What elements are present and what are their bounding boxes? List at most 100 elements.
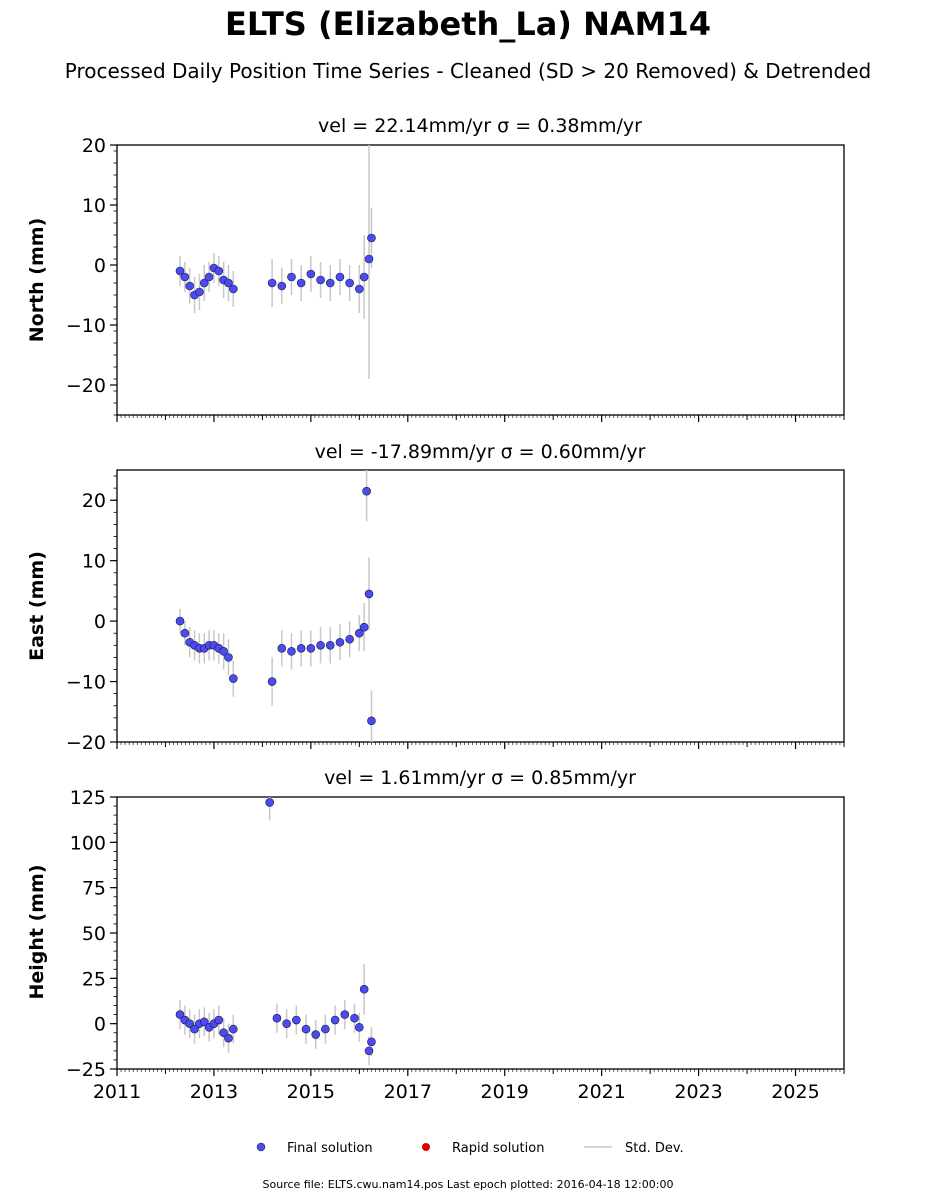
east-data-point	[229, 674, 238, 683]
legend-final-label: Final solution	[287, 1141, 373, 1156]
height-data-point	[350, 1013, 359, 1023]
east-y-tick-label: −20	[66, 732, 106, 754]
height-panel-title: vel = 1.61mm/yr σ = 0.85mm/yr	[324, 767, 636, 789]
figure-subtitle: Processed Daily Position Time Series - C…	[65, 59, 871, 83]
east-data-point	[287, 647, 296, 656]
height-y-tick-label: −25	[66, 1059, 106, 1081]
height-x-tick-label: 2013	[190, 1081, 238, 1103]
north-data-point	[355, 284, 364, 294]
north-data-point	[325, 278, 335, 288]
north-y-tick-label: −20	[66, 375, 106, 397]
east-data-point	[325, 640, 335, 650]
height-data-point	[292, 1015, 301, 1025]
height-data-point	[199, 1017, 209, 1027]
east-y-tick-label: 0	[94, 611, 106, 633]
height-data-point	[364, 1046, 374, 1056]
legend-final-marker	[256, 1142, 266, 1152]
north-data-point	[287, 272, 296, 282]
height-x-tick-label: 2017	[384, 1081, 432, 1103]
height-data-point	[321, 1024, 330, 1034]
north-data-point	[214, 266, 224, 276]
north-panel-title: vel = 22.14mm/yr σ = 0.38mm/yr	[318, 115, 642, 137]
east-data-point	[345, 634, 354, 644]
east-data-point	[306, 644, 316, 653]
height-x-tick-label: 2011	[93, 1081, 141, 1103]
east-data-point	[364, 589, 374, 599]
east-y-axis-label: East (mm)	[26, 551, 48, 661]
north-y-tick-label: 0	[94, 255, 106, 277]
north-data-point	[267, 278, 277, 288]
source-footer: Source file: ELTS.cwu.nam14.pos Last epo…	[263, 1178, 674, 1191]
height-data-point	[330, 1015, 340, 1025]
north-data-point	[364, 254, 374, 264]
north-data-point	[296, 278, 306, 288]
height-y-tick-label: 125	[70, 787, 106, 809]
height-x-tick-label: 2023	[674, 1081, 722, 1103]
north-y-tick-label: −10	[66, 315, 106, 337]
height-data-point	[219, 1028, 228, 1038]
east-data-point	[267, 677, 277, 686]
east-plot-frame	[116, 469, 845, 743]
north-data-point	[229, 284, 238, 294]
east-data-point	[180, 628, 190, 638]
height-data-point	[185, 1019, 194, 1028]
north-data-point	[335, 272, 345, 282]
north-y-tick-label: 10	[82, 195, 106, 217]
height-data-point	[282, 1019, 291, 1028]
height-y-tick-label: 75	[82, 878, 106, 900]
height-x-tick-label: 2015	[287, 1081, 335, 1103]
north-data-point	[306, 269, 316, 279]
east-y-tick-label: 20	[82, 490, 106, 512]
north-data-point	[316, 275, 325, 285]
north-data-point	[359, 272, 369, 282]
north-data-point	[195, 287, 204, 297]
north-y-tick-label: 20	[82, 135, 106, 157]
north-data-point	[224, 278, 233, 288]
east-y-tick-label: 10	[82, 551, 106, 573]
height-data-point	[214, 1015, 224, 1025]
height-x-tick-label: 2019	[481, 1081, 529, 1103]
north-data-point	[277, 281, 287, 291]
height-y-tick-label: 0	[94, 1014, 106, 1036]
north-y-axis-label: North (mm)	[26, 218, 48, 343]
height-data-point	[301, 1024, 311, 1034]
height-y-tick-label: 100	[70, 832, 106, 854]
height-plot-frame	[116, 796, 845, 1070]
height-data-point	[359, 984, 369, 994]
height-data-point	[340, 1010, 350, 1019]
legend-rapid-marker	[422, 1143, 430, 1151]
height-data-point	[229, 1024, 238, 1034]
east-data-point	[224, 653, 233, 662]
east-data-point	[355, 628, 364, 638]
figure-title: ELTS (Elizabeth_La) NAM14	[225, 5, 711, 43]
height-data-point	[175, 1010, 185, 1019]
east-data-point	[175, 616, 185, 626]
height-x-tick-label: 2021	[577, 1081, 625, 1103]
east-data-point	[362, 486, 371, 496]
height-x-tick-label: 2025	[771, 1081, 819, 1103]
east-data-point	[367, 716, 376, 726]
height-data-point	[311, 1030, 321, 1039]
north-data-point	[175, 266, 185, 276]
height-y-tick-label: 50	[82, 923, 106, 945]
height-panel: vel = 1.61mm/yr σ = 0.85mm/yr Height (mm…	[26, 767, 845, 1103]
legend: Final solution Rapid solution Std. Dev.	[256, 1141, 684, 1156]
east-data-point	[219, 647, 228, 656]
height-y-axis-label: Height (mm)	[26, 864, 48, 999]
legend-rapid-label: Rapid solution	[452, 1141, 544, 1156]
east-data-point	[277, 644, 287, 653]
north-data-point	[204, 272, 214, 282]
east-panel: vel = -17.89mm/yr σ = 0.60mm/yr East (mm…	[26, 441, 845, 754]
east-data-point	[335, 637, 345, 647]
north-data-point	[345, 278, 354, 288]
height-data-point	[355, 1022, 364, 1032]
north-data-point	[199, 278, 209, 288]
height-y-tick-label: 25	[82, 968, 106, 990]
height-data-point	[224, 1033, 233, 1043]
height-data-point	[265, 798, 274, 807]
east-panel-title: vel = -17.89mm/yr σ = 0.60mm/yr	[315, 441, 646, 463]
east-data-point	[316, 640, 325, 650]
north-data-point	[180, 272, 190, 282]
height-data-point	[367, 1037, 376, 1047]
